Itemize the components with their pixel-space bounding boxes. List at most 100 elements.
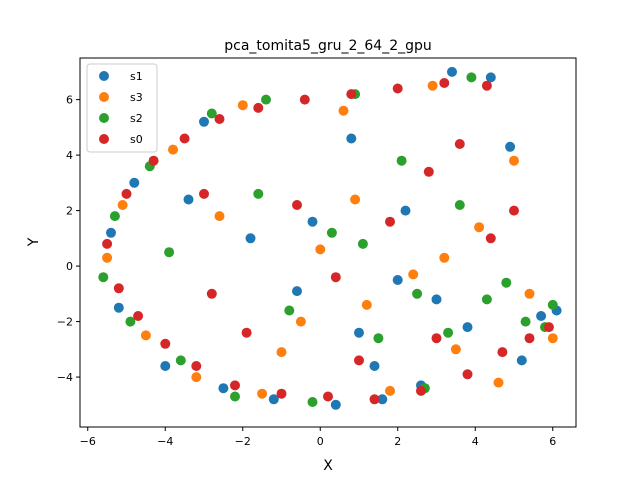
point-s0-18 — [439, 78, 450, 88]
point-s0-24 — [543, 322, 554, 333]
x-tick-label: −2 — [235, 435, 251, 448]
point-s1-15 — [447, 66, 457, 77]
point-s2-4 — [175, 355, 186, 366]
point-s0-8 — [214, 114, 225, 124]
point-s0-2 — [121, 188, 132, 199]
y-tick-label: 6 — [66, 94, 73, 107]
point-s0-30 — [423, 166, 434, 177]
point-s2-22 — [164, 247, 175, 258]
point-s0-11 — [276, 388, 287, 399]
point-s0-7 — [191, 361, 202, 371]
point-s3-1 — [117, 200, 128, 210]
point-s1-10 — [354, 327, 364, 338]
point-s0-1 — [113, 283, 124, 294]
legend-marker-s1 — [99, 71, 109, 81]
point-s3-0 — [102, 252, 113, 263]
point-s3-6 — [257, 388, 268, 399]
data-layer — [98, 66, 562, 410]
point-s0-0 — [102, 238, 113, 249]
point-s0-6 — [179, 133, 190, 144]
legend-label-s0: s0 — [130, 133, 143, 146]
point-s0-15 — [369, 394, 380, 405]
point-s0-27 — [292, 200, 302, 210]
point-s2-7 — [261, 94, 271, 105]
y-tick-label: −4 — [57, 371, 73, 384]
x-tick-label: −6 — [80, 435, 96, 448]
point-s3-8 — [315, 244, 326, 255]
point-s1-11 — [369, 361, 380, 371]
point-s0-5 — [160, 338, 171, 349]
point-s0-25 — [206, 288, 217, 299]
point-s0-29 — [385, 216, 395, 227]
y-tick-label: 0 — [66, 260, 73, 273]
point-s3-18 — [524, 288, 535, 299]
point-s1-2 — [129, 177, 140, 188]
point-s0-22 — [509, 205, 519, 216]
y-axis-label: Y — [26, 237, 42, 247]
point-s2-16 — [466, 72, 477, 83]
point-s2-24 — [412, 288, 423, 299]
point-s0-3 — [133, 311, 144, 321]
point-s2-26 — [454, 200, 465, 210]
plot-frame — [79, 57, 577, 428]
point-s1-4 — [199, 116, 209, 127]
point-s3-4 — [191, 372, 202, 383]
point-s2-0 — [98, 272, 109, 283]
point-s0-20 — [481, 80, 492, 91]
legend-marker-s2 — [99, 113, 109, 123]
legend-label-s2: s2 — [130, 112, 143, 125]
point-s0-31 — [454, 139, 465, 149]
point-s1-19 — [516, 355, 527, 366]
x-tick-label: −4 — [157, 435, 173, 448]
point-s1-9 — [330, 399, 341, 410]
point-s3-9 — [338, 105, 349, 116]
point-s2-25 — [253, 188, 264, 199]
point-s1-14 — [431, 294, 442, 305]
point-s3-5 — [237, 100, 248, 111]
point-s1-0 — [106, 227, 116, 238]
point-s1-23 — [346, 133, 357, 144]
point-s2-9 — [307, 397, 318, 407]
point-s2-23 — [357, 238, 368, 249]
x-tick-label: 4 — [472, 435, 479, 448]
point-s0-16 — [392, 83, 403, 94]
point-s0-26 — [241, 327, 252, 338]
point-s0-14 — [346, 89, 357, 100]
legend-marker-s0 — [99, 134, 109, 144]
point-s2-6 — [230, 391, 240, 402]
point-s3-17 — [509, 155, 519, 166]
point-s0-32 — [485, 233, 496, 244]
point-s2-19 — [520, 316, 531, 327]
point-s3-12 — [408, 269, 419, 280]
point-s1-24 — [400, 205, 411, 216]
point-s0-33 — [199, 188, 209, 199]
y-axis: −4 −2 0 2 4 6 — [57, 94, 80, 384]
point-s2-2 — [125, 316, 136, 327]
point-s1-26 — [377, 394, 388, 405]
legend-box — [86, 63, 158, 153]
point-s0-17 — [416, 385, 426, 396]
point-s2-21 — [547, 299, 558, 310]
x-axis-label: X — [323, 458, 333, 474]
y-tick-label: 2 — [66, 205, 73, 218]
point-s1-1 — [113, 302, 124, 313]
point-s3-14 — [450, 344, 461, 355]
legend-label-s1: s1 — [130, 70, 143, 83]
point-s1-12 — [392, 275, 403, 285]
legend-marker-s3 — [99, 92, 109, 102]
point-s0-21 — [497, 347, 508, 358]
series-s0 — [102, 78, 554, 405]
series-s1 — [106, 66, 562, 410]
x-tick-label: 0 — [317, 435, 324, 448]
point-s0-12 — [299, 94, 310, 105]
point-s0-9 — [230, 380, 240, 391]
legend: s1 s3 s2 s0 — [86, 63, 158, 153]
point-s3-20 — [214, 211, 225, 222]
point-s1-22 — [183, 194, 194, 205]
x-tick-label: 2 — [394, 435, 401, 448]
point-s3-19 — [547, 333, 558, 344]
point-s0-10 — [253, 102, 264, 113]
point-s0-34 — [354, 355, 364, 366]
